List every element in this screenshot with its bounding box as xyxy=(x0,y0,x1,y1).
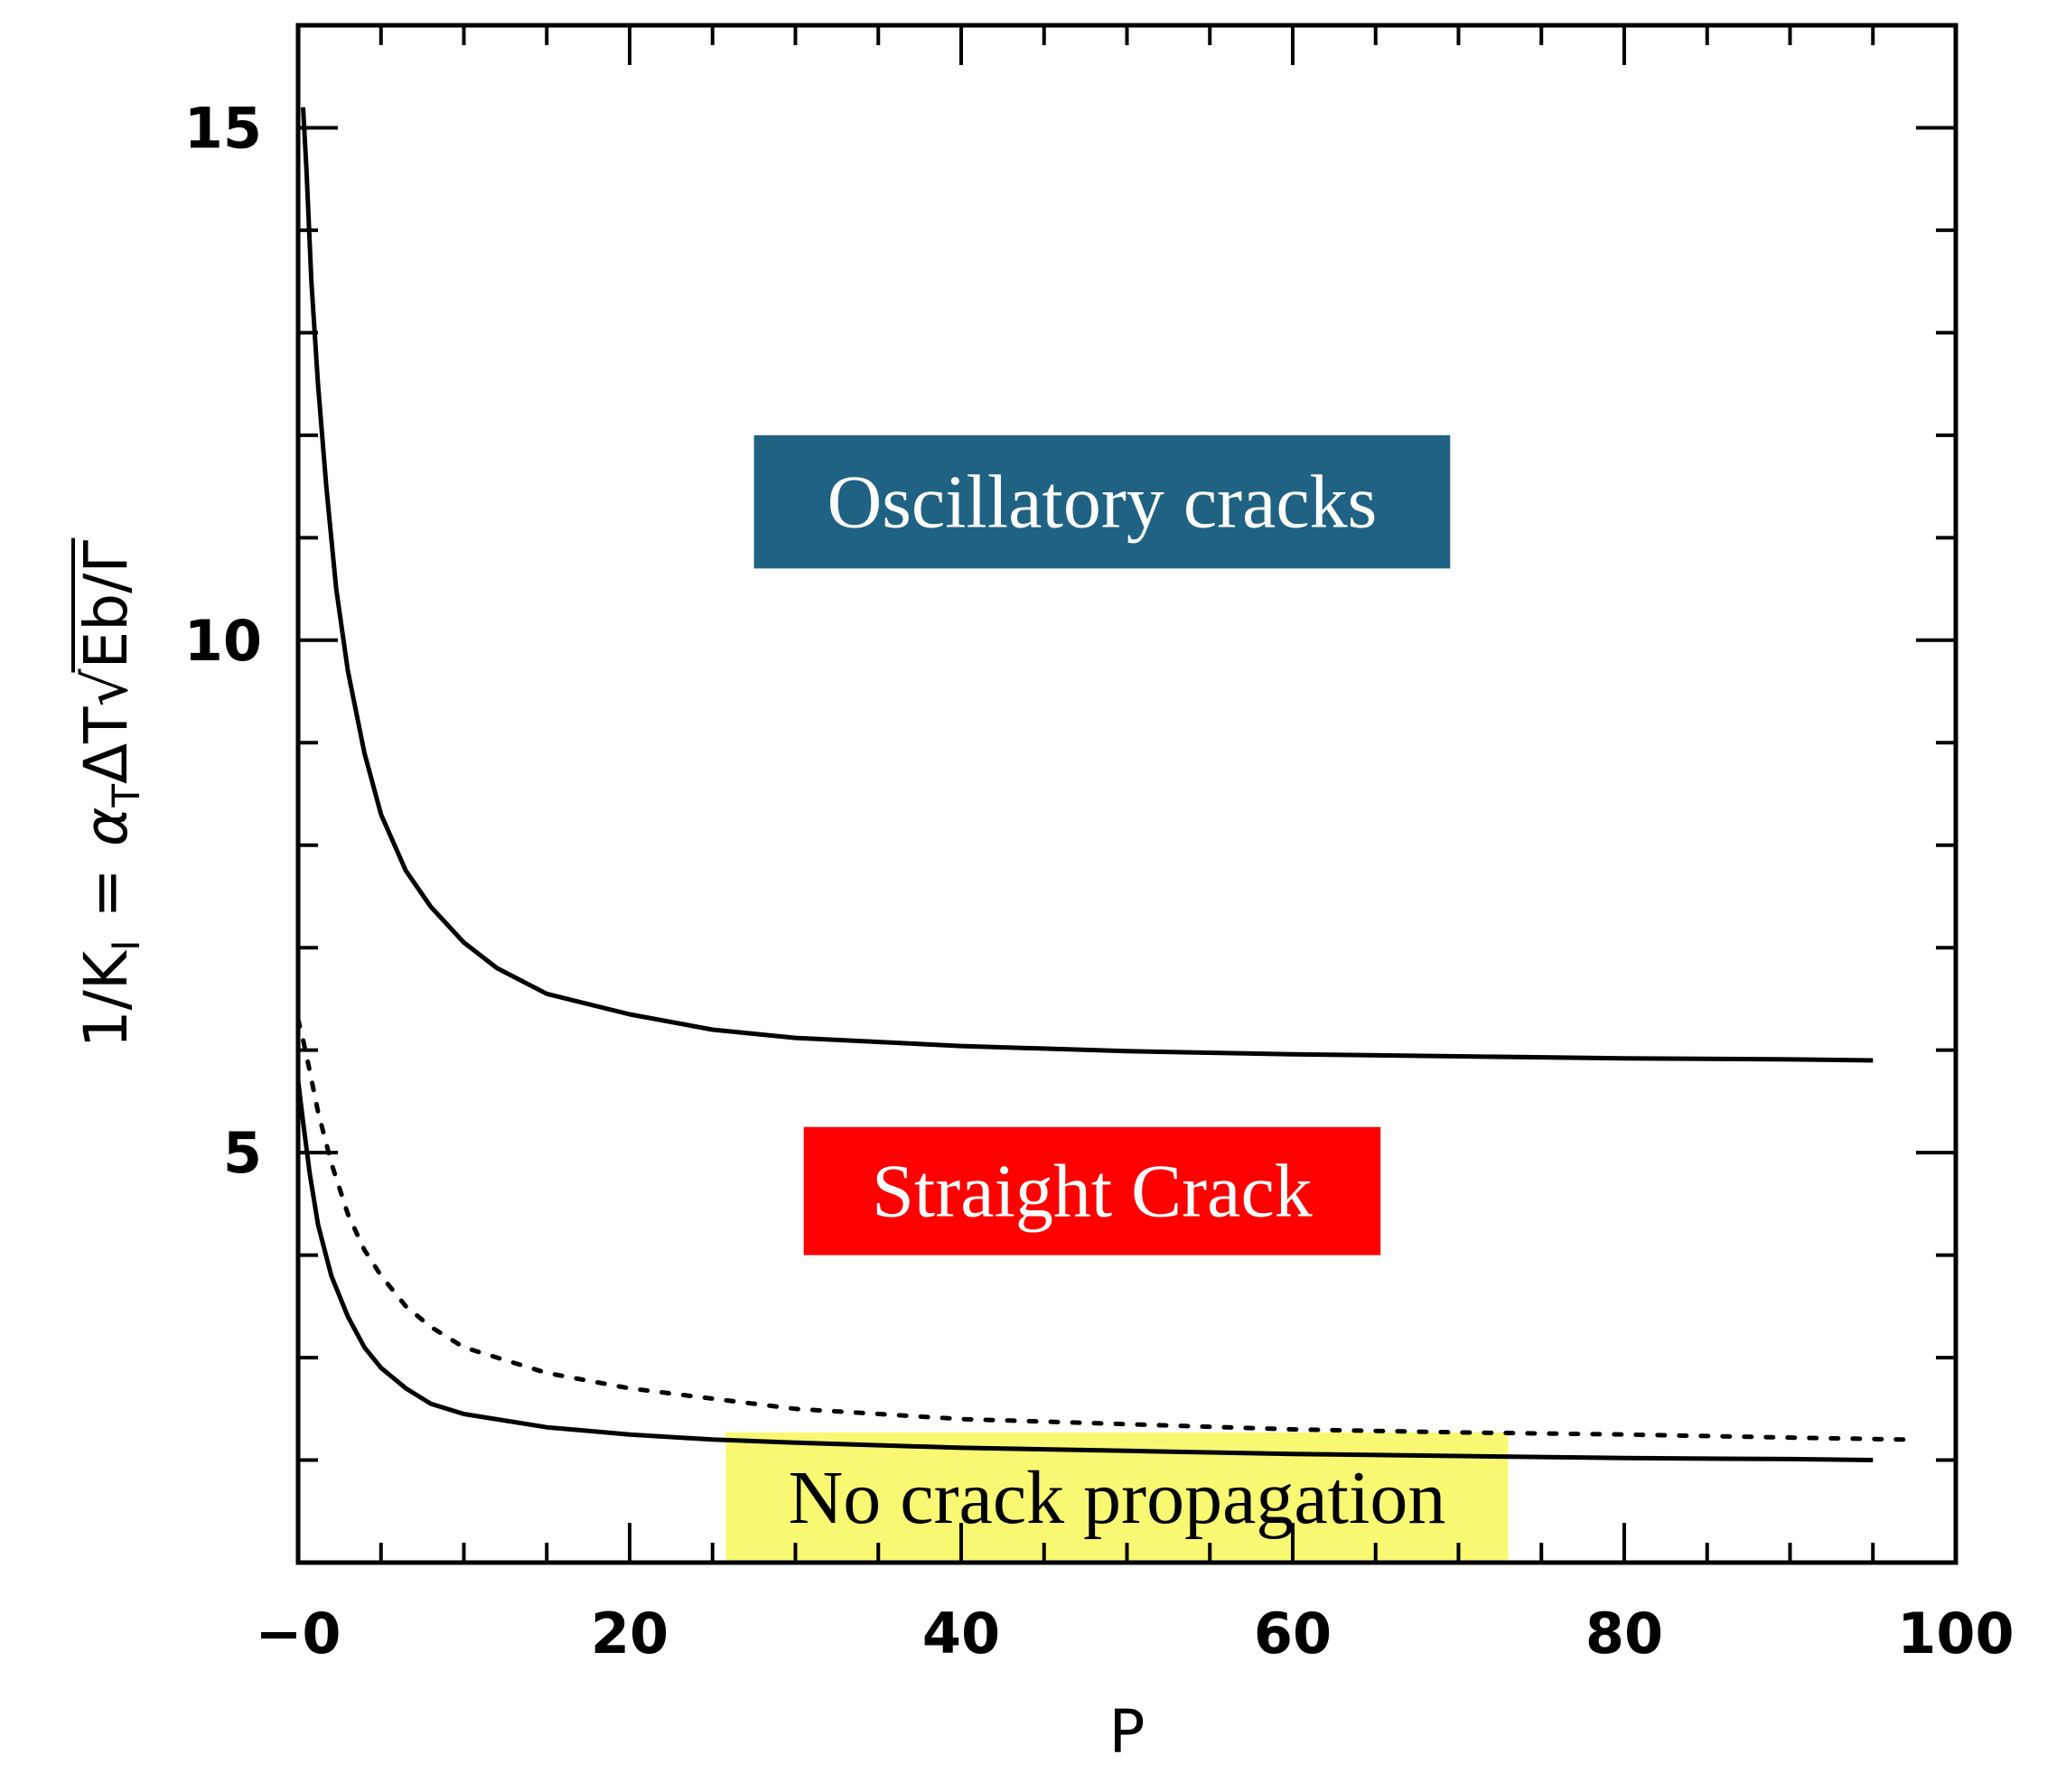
y-radicand: Eb/Γ xyxy=(71,540,141,669)
series-line-2 xyxy=(295,1017,1909,1442)
y-radical-sign: √ xyxy=(71,668,141,707)
series-line-0 xyxy=(301,107,1874,1063)
x-tick-label: −0 xyxy=(255,1601,341,1666)
x-tick-label: 20 xyxy=(591,1601,668,1666)
x-axis-title: P xyxy=(1109,1697,1145,1767)
x-tick-label: 100 xyxy=(1897,1601,2014,1666)
y-tick-label: 5 xyxy=(223,1120,262,1186)
annotation-2: No crack propagation xyxy=(725,1432,1509,1563)
annotation-label-1: Straight Crack xyxy=(872,1150,1313,1234)
series-layer xyxy=(295,107,1909,1462)
x-tick-label: 40 xyxy=(922,1601,1000,1666)
x-tick-label: 80 xyxy=(1585,1601,1663,1666)
y-equals: = xyxy=(71,868,141,918)
y-lhs-sub: I xyxy=(104,939,148,950)
y-alpha-sub: T xyxy=(104,784,148,808)
annotation-0: Oscillatory cracks xyxy=(753,434,1451,569)
labels-layer: −0 20 40 60 80 100 5 10 15 xyxy=(184,95,2015,1666)
y-lhs-main: 1/K xyxy=(71,949,141,1048)
x-tick-label: 60 xyxy=(1254,1601,1332,1666)
annotations-layer: Oscillatory cracks Straight Crack No crack… xyxy=(725,434,1509,1563)
annotation-1: Straight Crack xyxy=(803,1126,1381,1255)
annotation-box-0 xyxy=(753,434,1451,569)
annotation-label-2: No crack propagation xyxy=(789,1456,1446,1540)
y-axis-title: 1/KI = αTΔT√Eb/Γ xyxy=(71,537,148,1049)
plot-frame xyxy=(295,23,1958,1565)
y-tick-label: 15 xyxy=(184,95,262,161)
y-delta-t: ΔT xyxy=(71,706,141,784)
y-tick-label: 10 xyxy=(184,608,262,674)
ticks-layer xyxy=(296,23,1958,1564)
y-alpha: α xyxy=(71,807,141,847)
annotation-box-1 xyxy=(803,1126,1381,1255)
series-line-1 xyxy=(295,1080,1874,1462)
y-axis-title-text: 1/KI = αTΔT√Eb/Γ xyxy=(71,540,148,1049)
annotation-label-0: Oscillatory cracks xyxy=(827,461,1378,545)
